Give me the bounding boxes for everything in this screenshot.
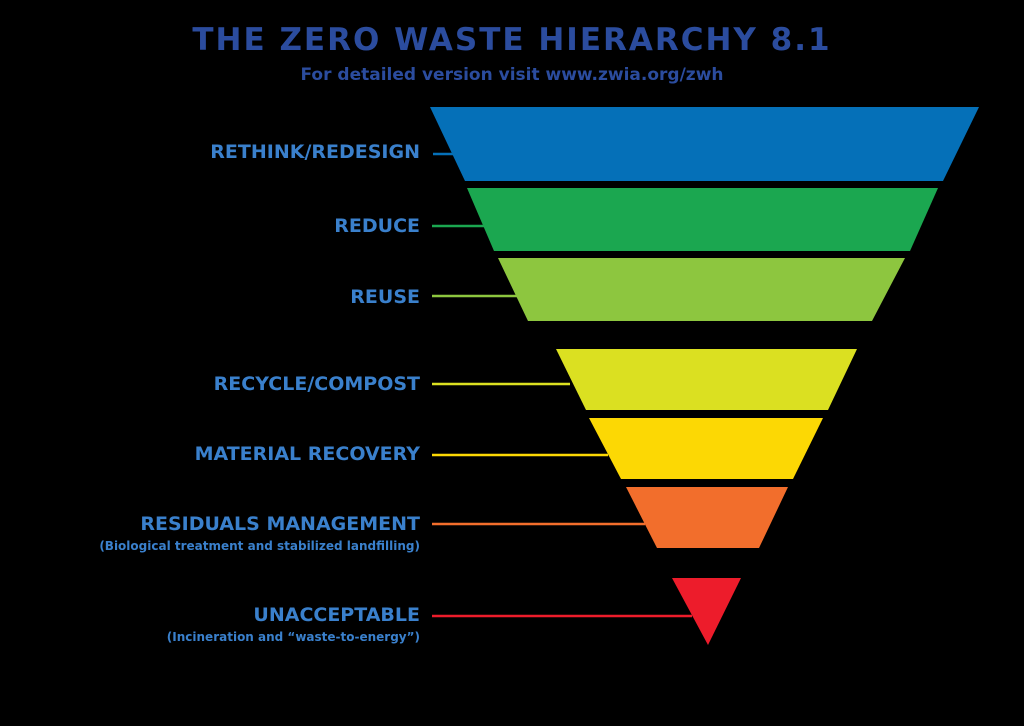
- sublabel-residuals-management: (Biological treatment and stabilized lan…: [99, 539, 420, 553]
- label-recycle-compost: RECYCLE/COMPOST: [213, 373, 420, 395]
- band-material-recovery: [589, 418, 823, 479]
- label-reuse: REUSE: [350, 286, 420, 308]
- diagram-title: THE ZERO WASTE HIERARCHY 8.1: [192, 22, 832, 58]
- label-reduce: REDUCE: [334, 215, 420, 237]
- band-recycle-compost: [556, 349, 857, 410]
- band-reuse: [498, 258, 905, 321]
- diagram-subtitle: For detailed version visit www.zwia.org/…: [300, 65, 724, 85]
- label-residuals-management: RESIDUALS MANAGEMENT: [140, 513, 420, 535]
- label-material-recovery: MATERIAL RECOVERY: [194, 443, 420, 465]
- band-unacceptable: [672, 578, 741, 645]
- band-residuals-management: [626, 487, 788, 548]
- band-reduce: [467, 188, 938, 251]
- label-rethink-redesign: RETHINK/REDESIGN: [210, 141, 420, 163]
- band-rethink-redesign: [430, 107, 979, 181]
- label-unacceptable: UNACCEPTABLE: [253, 604, 420, 626]
- sublabel-unacceptable: (Incineration and “waste-to-energy”): [166, 630, 420, 644]
